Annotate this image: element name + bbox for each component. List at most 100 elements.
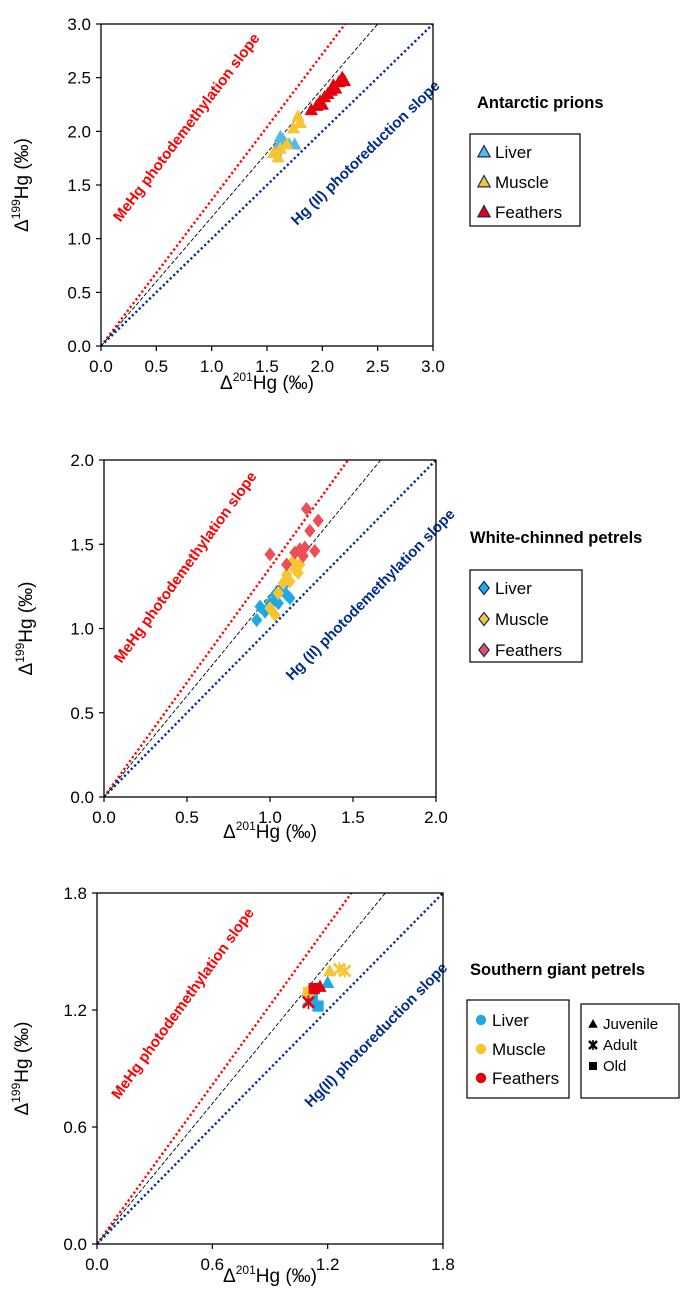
y-axis-label: Δ199Hg (‰) (9, 138, 33, 232)
legend-label-feathers: Feathers (495, 641, 562, 660)
point-muscle (273, 141, 287, 154)
legend-title: Southern giant petrels (470, 961, 645, 979)
y-tick-label: 0.0 (67, 337, 91, 356)
point-liver (321, 975, 335, 988)
y-tick-label: 1.5 (67, 176, 91, 195)
x-tick-label: 0.0 (89, 357, 113, 376)
point-muscle (286, 121, 301, 134)
one-to-one-line (104, 460, 382, 797)
legend-label-liver: Liver (495, 143, 532, 162)
age-legend-label-adult: Adult (603, 1037, 638, 1054)
x-tick-label: 1.8 (431, 1255, 455, 1274)
point-muscle (302, 986, 315, 999)
legend-label-liver: Liver (495, 579, 532, 598)
hg2-slope-line (97, 893, 443, 1244)
y-tick-label: 1.2 (63, 1001, 87, 1020)
point-feathers (328, 81, 343, 94)
legend-label-liver: Liver (492, 1011, 529, 1030)
point-muscle (284, 574, 296, 589)
point-feathers (313, 979, 327, 992)
age-legend-marker-adult (588, 1040, 598, 1050)
legend-label-muscle: Muscle (495, 610, 549, 629)
x-axis-label: Δ201Hg (‰) (223, 819, 317, 843)
legend-label-feathers: Feathers (495, 203, 562, 222)
y-tick-label: 1.8 (63, 884, 87, 903)
y-tick-label: 3.0 (67, 15, 91, 34)
point-feathers (299, 540, 311, 555)
mehg-slope-line (97, 893, 353, 1244)
point-muscle (271, 150, 285, 163)
point-muscle (292, 565, 304, 580)
legend-marker-feathers (475, 1072, 487, 1084)
legend-marker-liver (478, 580, 490, 596)
point-feathers (337, 73, 352, 87)
legend-box (469, 569, 583, 663)
legend-marker-muscle (478, 611, 490, 627)
x-tick-label: 1.5 (341, 808, 365, 827)
x-tick-label: 2.5 (366, 357, 390, 376)
data-points (251, 501, 324, 628)
legend-marker-feathers (478, 642, 490, 658)
y-tick-label: 2.5 (67, 69, 91, 88)
legend-marker-liver (475, 1014, 487, 1026)
legend-marker-feathers (476, 204, 492, 218)
x-tick-label: 1.2 (316, 1255, 340, 1274)
hg2-slope-line (104, 460, 436, 797)
mehg-slope-label: MeHg photodemethylation slope (108, 905, 258, 1103)
age-legend-box (580, 1003, 680, 1099)
y-tick-label: 1.5 (70, 535, 94, 554)
point-feathers (264, 547, 276, 562)
point-feathers (315, 97, 329, 110)
point-feathers (308, 982, 320, 995)
age-legend-label-juvenile: Juvenile (603, 1016, 658, 1033)
point-liver (281, 587, 293, 602)
point-feathers (300, 501, 313, 516)
y-tick-label: 0.0 (63, 1235, 87, 1254)
x-tick-label: 0.0 (85, 1255, 109, 1274)
x-tick-label: 2.0 (424, 808, 448, 827)
point-muscle (277, 576, 289, 591)
data-points (266, 70, 352, 163)
y-tick-label: 1.0 (70, 620, 94, 639)
mehg-slope-label: MeHg photodemethylation slope (110, 30, 264, 225)
hg2-slope-line (101, 24, 433, 346)
point-feathers (301, 995, 315, 1010)
one-to-one-line (101, 24, 379, 346)
legend-label-feathers: Feathers (492, 1069, 559, 1088)
x-axis-label: Δ201Hg (‰) (223, 1263, 317, 1287)
legend-title: White-chinned petrels (470, 529, 642, 547)
legend-marker-liver (476, 144, 492, 158)
hg2-slope-label: Hg (II) photoreduction slope (288, 77, 443, 228)
legend-marker-muscle (476, 174, 492, 188)
x-axis-label: Δ201Hg (‰) (220, 370, 314, 394)
point-liver (259, 604, 271, 619)
point-feathers (289, 545, 301, 560)
point-muscle (272, 586, 284, 601)
y-tick-label: 0.5 (70, 704, 94, 723)
point-muscle (281, 567, 293, 582)
legend-title: Antarctic prions (477, 94, 604, 112)
x-tick-label: 1.0 (258, 808, 282, 827)
age-legend-marker-old (589, 1062, 597, 1070)
point-liver (284, 591, 296, 606)
chart-1: MeHg photodemethylation slope Hg (II) pho… (9, 15, 604, 394)
x-tick-label: 0.6 (201, 1255, 225, 1274)
legend-label-muscle: Muscle (492, 1040, 546, 1059)
chart-3: MeHg photodemethylation slope Hg(II) phot… (9, 884, 680, 1287)
y-tick-label: 2.0 (67, 122, 91, 141)
point-muscle (293, 115, 307, 128)
point-muscle (289, 562, 301, 577)
point-feathers (281, 557, 293, 572)
point-muscle (280, 137, 294, 150)
point-feathers (312, 513, 324, 528)
point-muscle (338, 964, 352, 978)
legend-marker-muscle (475, 1043, 487, 1055)
x-tick-label: 1.0 (200, 357, 224, 376)
chart-2: MeHg photodemethylation slope Hg (II) pho… (13, 451, 642, 843)
point-liver (251, 613, 263, 628)
x-tick-label: 0.0 (92, 808, 116, 827)
hg2-slope-label: Hg(II) photoreduction slope (302, 960, 452, 1111)
one-to-one-line (97, 893, 386, 1244)
y-tick-label: 0.5 (67, 283, 91, 302)
